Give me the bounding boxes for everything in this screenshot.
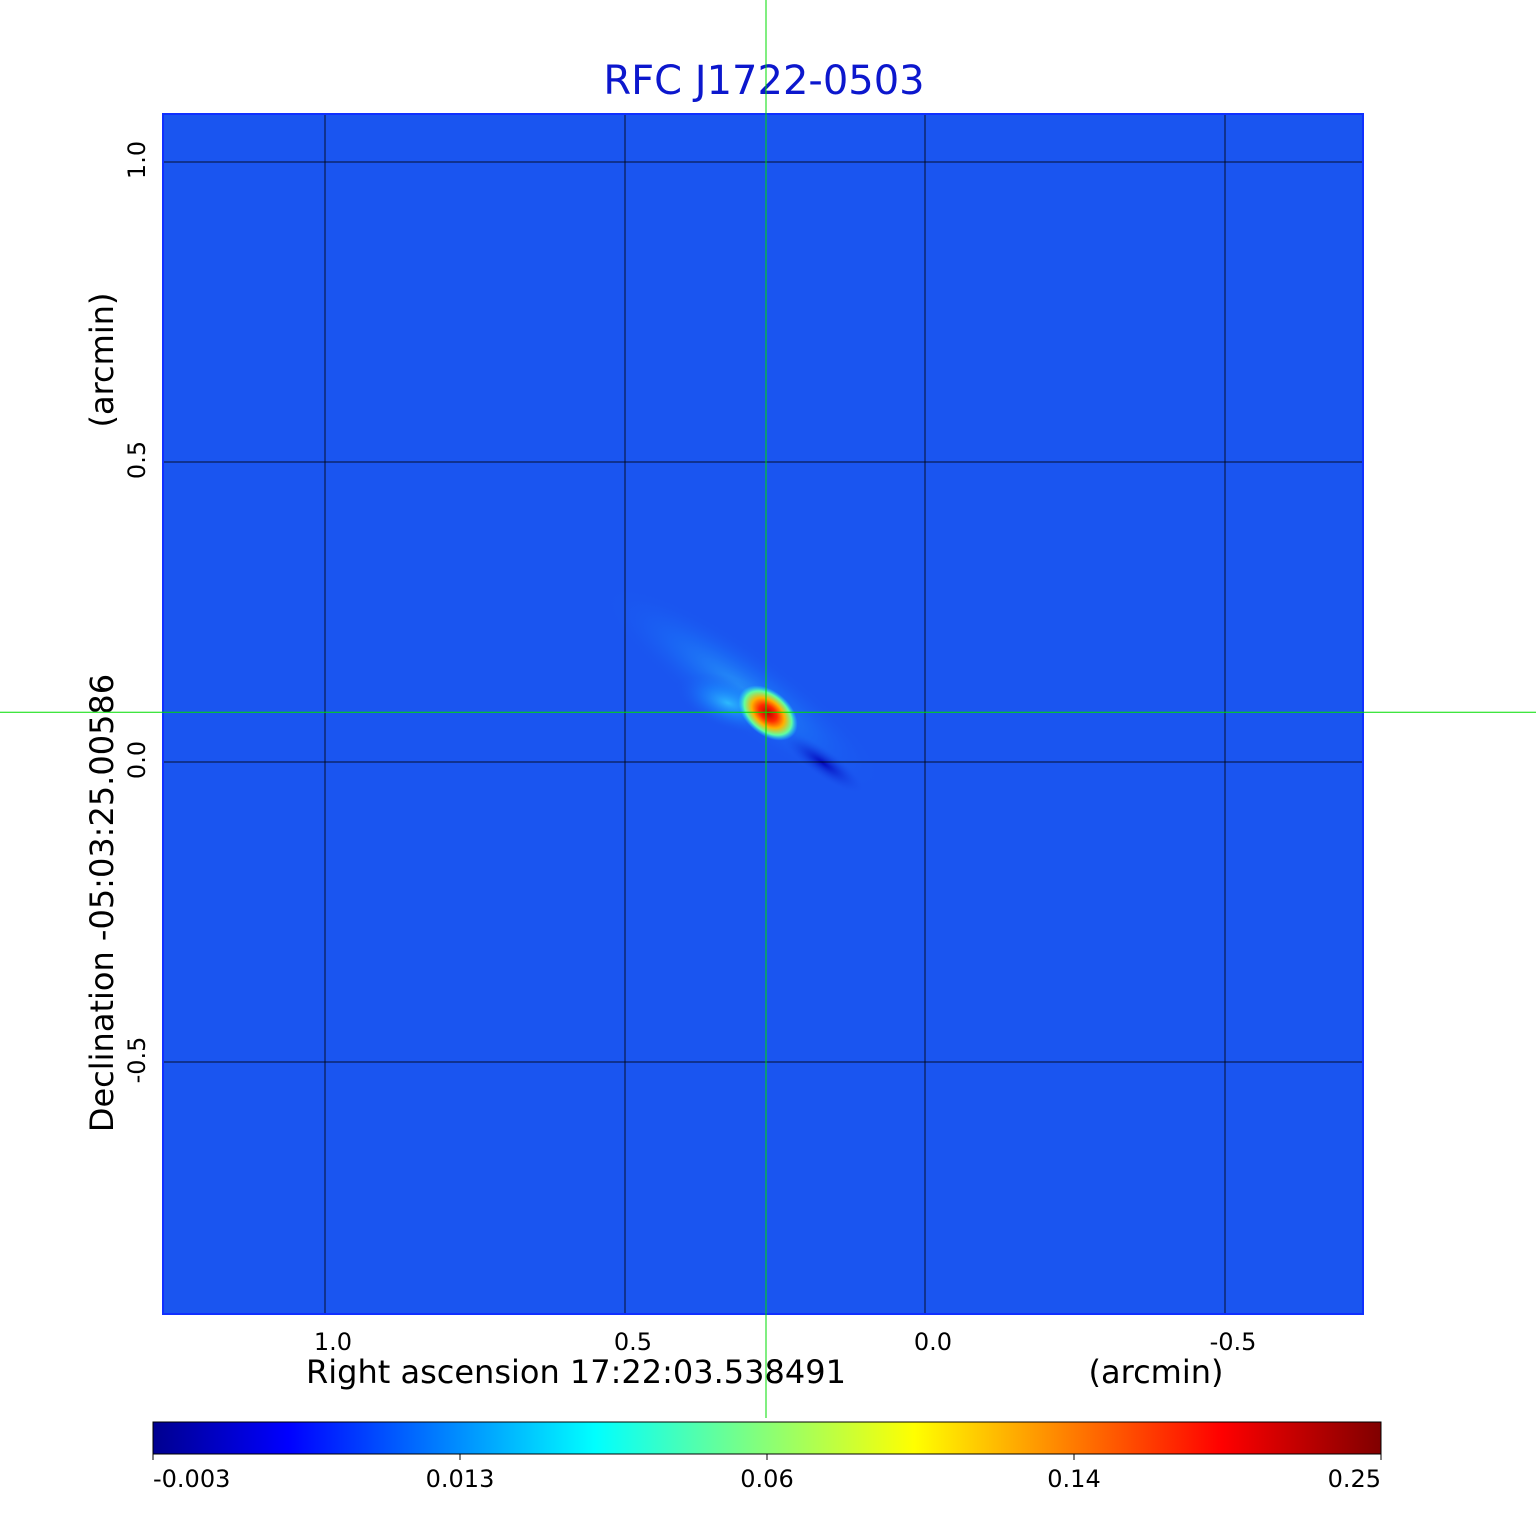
x-tick-label: -0.5 [1210,1328,1257,1356]
colorbar [152,1421,1382,1455]
y-axis-unit: (arcmin) [83,293,121,428]
crosshair [0,0,1536,1418]
plot-area [163,114,1363,1314]
grid [163,114,1363,1314]
colorbar-tick-label: 0.013 [426,1465,495,1493]
colorbar-tick-label: 0.06 [740,1465,793,1493]
x-tick-label: 0.0 [914,1328,952,1356]
colorbar-tick-label: 0.14 [1047,1465,1100,1493]
plot-frame [162,113,1364,1315]
source-core [738,685,798,741]
colorbar-ticks: -0.003 0.013 0.06 0.14 0.25 [152,1454,1382,1493]
y-tick-label: 0.5 [123,441,151,479]
y-axis-ticks: 1.0 0.5 0.0 -0.5 [123,141,151,1084]
y-axis-label: Declination -05:03:25.00586 [83,674,121,1132]
x-tick-label: 0.5 [614,1328,652,1356]
chart-title: RFC J1722-0503 [603,58,924,104]
y-tick-label: -0.5 [123,1037,151,1084]
colorbar-tick-label: 0.25 [1328,1465,1381,1493]
x-tick-label: 1.0 [314,1328,352,1356]
x-axis-unit: (arcmin) [1089,1353,1224,1391]
colorbar-tick-label: -0.003 [153,1465,230,1493]
y-tick-label: 1.0 [123,141,151,179]
y-tick-label: 0.0 [123,741,151,779]
negative-sidelobe [781,732,865,794]
x-axis-label: Right ascension 17:22:03.538491 [306,1353,846,1391]
emission-features [601,585,885,794]
x-axis-ticks: 1.0 0.5 0.0 -0.5 [314,1328,1257,1356]
